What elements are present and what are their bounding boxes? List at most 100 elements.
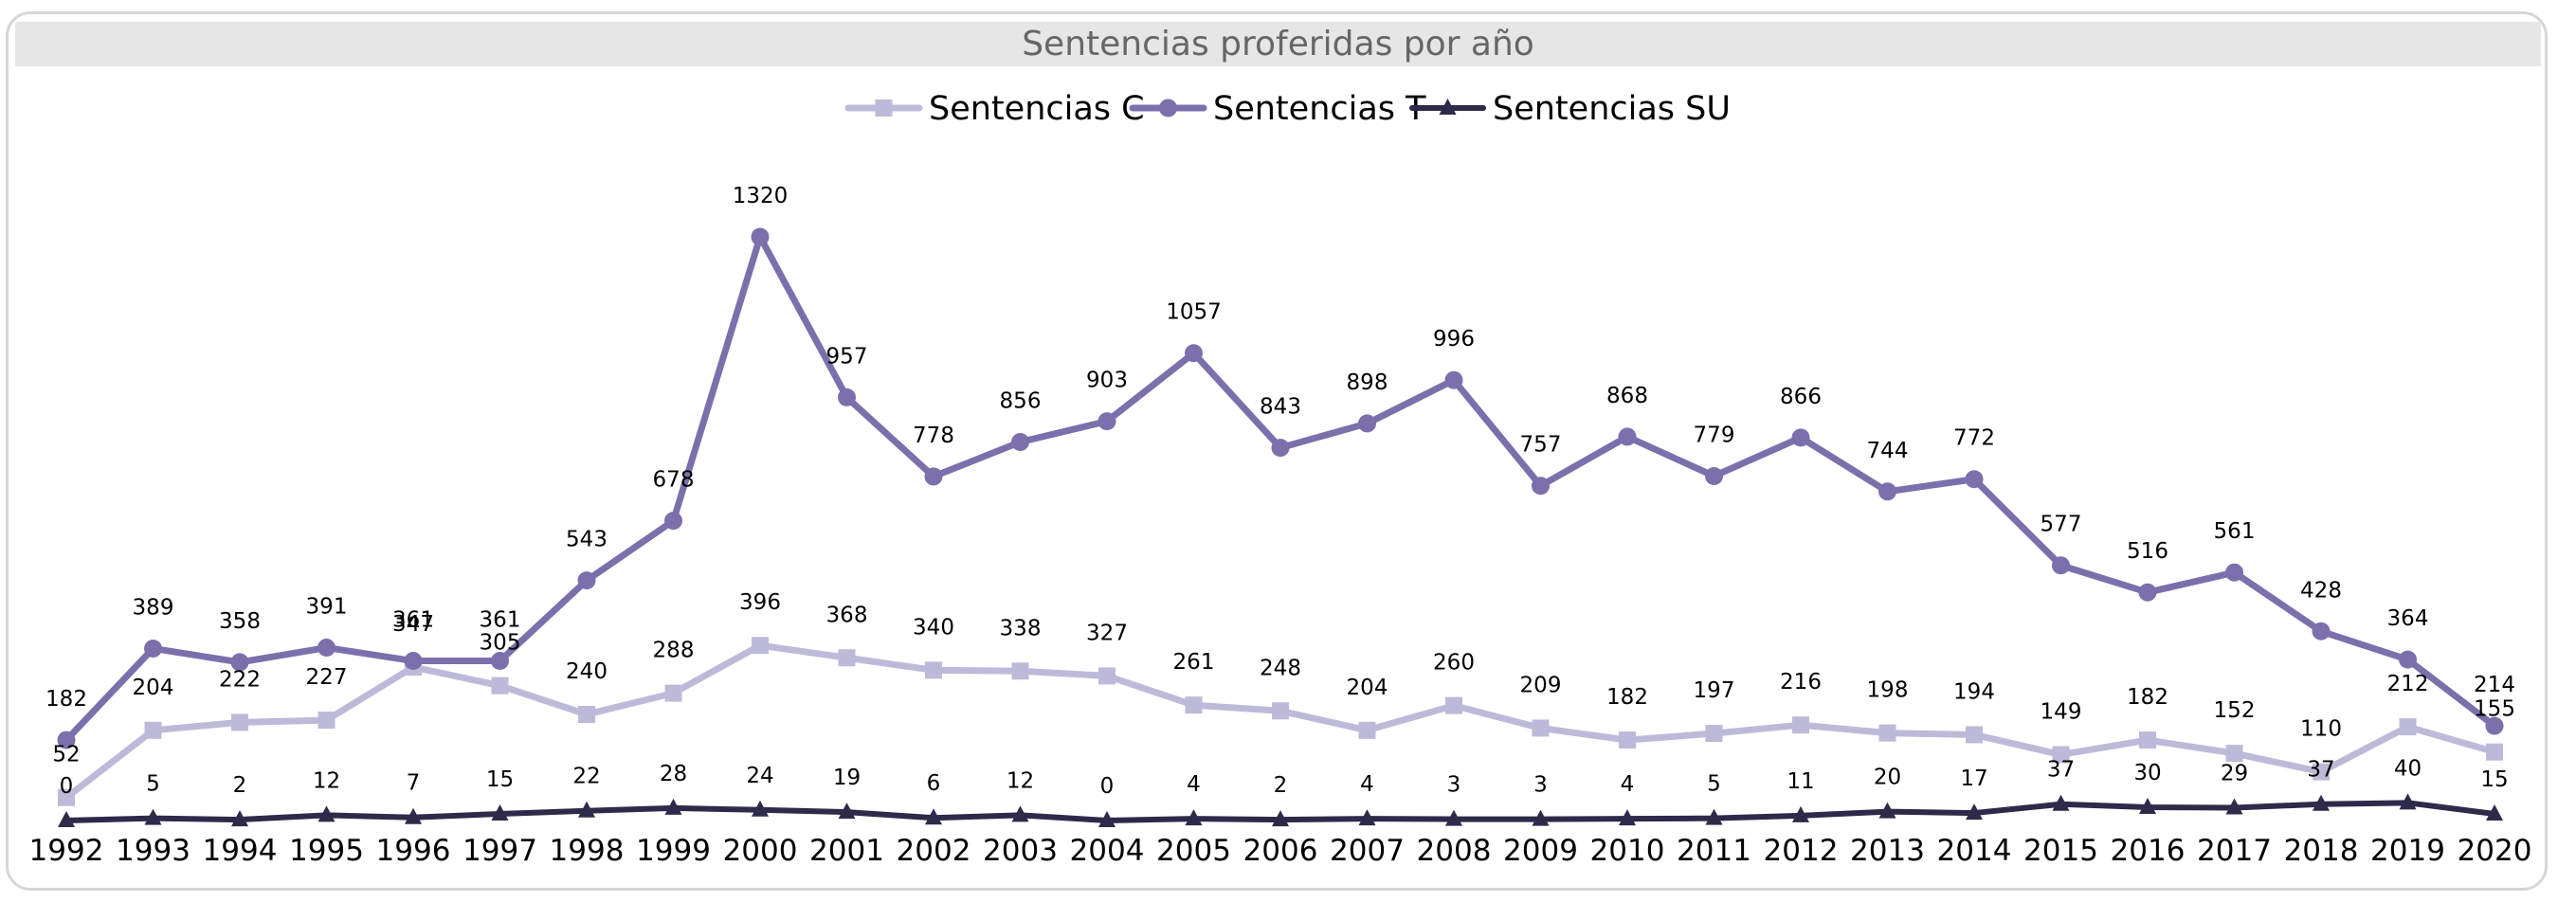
sentencias-su-point [2139, 798, 2156, 814]
sentencias-su-data-label: 6 [927, 771, 941, 796]
sentencias-su-data-label: 0 [1100, 774, 1115, 799]
sentencias-su-point [1619, 809, 1636, 826]
legend-sentencias-t-marker [1159, 99, 1177, 117]
x-tick-label: 2003 [983, 834, 1058, 868]
sentencias-t-data-label: 757 [1520, 433, 1562, 458]
sentencias-su-point [1532, 809, 1550, 826]
sentencias-t-point [57, 731, 76, 749]
sentencias-t-data-label: 996 [1433, 327, 1475, 352]
sentencias-t-point [751, 227, 770, 246]
sentencias-t-data-label: 957 [826, 344, 868, 369]
sentencias-c-data-label: 52 [52, 743, 80, 767]
sentencias-c-data-label: 194 [1953, 679, 1995, 704]
sentencias-c-point [2225, 745, 2243, 763]
series-markers [57, 227, 2504, 827]
sentencias-su-data-label: 7 [407, 771, 421, 796]
sentencias-c-point [1445, 696, 1462, 714]
sentencias-c-point [664, 684, 682, 702]
sentencias-c-data-label: 338 [1000, 616, 1042, 640]
sentencias-c-data-label: 261 [1173, 650, 1215, 675]
sentencias-c-point [925, 661, 942, 679]
sentencias-t-data-label: 778 [913, 424, 954, 448]
sentencias-t-point [2485, 716, 2504, 735]
sentencias-t-point [838, 388, 856, 406]
sentencias-t-point [1705, 466, 1723, 485]
sentencias-c-data-label: 396 [739, 590, 781, 615]
sentencias-t-data-label: 358 [219, 609, 261, 634]
sentencias-su-data-label: 37 [2307, 758, 2334, 783]
sentencias-c-data-label: 222 [219, 667, 261, 692]
sentencias-t-data-label: 866 [1780, 385, 1822, 409]
x-tick-label: 2000 [723, 834, 798, 868]
sentencias-su-data-label: 40 [2394, 756, 2422, 781]
sentencias-t-data-label: 898 [1347, 370, 1388, 395]
sentencias-t-point [2138, 583, 2157, 602]
sentencias-t-data-label: 389 [133, 595, 174, 620]
sentencias-t-point [1791, 428, 1810, 447]
x-tick-label: 2011 [1677, 834, 1751, 868]
sentencias-t-point [1011, 433, 1029, 452]
legend: Sentencias C Sentencias T Sentencias SU [844, 90, 1731, 128]
sentencias-t-data-label: 543 [566, 528, 608, 552]
sentencias-su-data-label: 29 [2221, 761, 2248, 785]
sentencias-c-point [1619, 731, 1636, 749]
sentencias-c-data-label: 347 [392, 612, 434, 637]
x-tick-label: 1994 [203, 834, 278, 868]
sentencias-su-point [1098, 811, 1116, 827]
sentencias-t-point [317, 639, 336, 658]
sentencias-su-data-label: 28 [660, 762, 687, 786]
sentencias-c-point [1098, 667, 1116, 685]
sentencias-t-point [404, 652, 423, 671]
sentencias-t-data-label: 364 [2387, 606, 2429, 631]
sentencias-c-data-label: 227 [306, 665, 348, 690]
sentencias-t-data-label: 361 [392, 608, 434, 633]
sentencias-c-data-label: 260 [1433, 651, 1475, 676]
sentencias-t-data-label: 868 [1606, 384, 1648, 408]
sentencias-t-point [230, 653, 249, 672]
sentencias-c-point [2313, 763, 2330, 781]
sentencias-su-data-label: 20 [1874, 766, 1901, 790]
sentencias-c-data-label: 327 [1086, 621, 1128, 645]
sentencias-su-data-label: 37 [2047, 758, 2075, 783]
x-tick-label: 2002 [897, 834, 971, 868]
sentencias-su-point [578, 801, 595, 818]
sentencias-t-data-label: 561 [2214, 519, 2256, 544]
sentencias-t-data-label: 428 [2300, 578, 2342, 603]
sentencias-c-point [231, 713, 248, 731]
sentencias-c-point [752, 637, 769, 655]
sentencias-su-data-label: 12 [1007, 768, 1034, 793]
sentencias-su-point [838, 803, 856, 820]
sentencias-su-point [317, 805, 336, 822]
sentencias-su-point [752, 800, 769, 817]
x-tick-label: 2012 [1764, 834, 1839, 868]
sentencias-su-point [1011, 805, 1029, 822]
sentencias-c-point [2139, 731, 2156, 749]
sentencias-c-data-label: 288 [653, 639, 695, 663]
sentencias-su-data-label: 15 [2480, 767, 2508, 792]
sentencias-c-data-label: 204 [133, 676, 174, 700]
sentencias-c-point [1011, 662, 1029, 680]
series-lines [63, 233, 2498, 823]
x-tick-label: 2019 [2370, 834, 2445, 868]
legend-sentencias-t-label: Sentencias T [1213, 90, 1426, 128]
x-axis-ticks: 1992 1993 1994 1995 1996 1997 1998 1999 2000 2001… [29, 834, 2532, 868]
sentencias-su-point [1445, 809, 1462, 826]
sentencias-su-point [2313, 794, 2330, 811]
sentencias-su-data-label: 2 [233, 773, 247, 798]
sentencias-su-data-label: 15 [486, 767, 514, 792]
sentencias-t-data-label: 182 [45, 687, 87, 712]
sentencias-c-point [491, 676, 509, 695]
sentencias-su-data-label: 4 [1187, 772, 1201, 797]
x-tick-label: 2004 [1070, 834, 1145, 868]
sentencias-t-point [1185, 344, 1203, 363]
x-tick-label: 2010 [1590, 834, 1665, 868]
sentencias-c-point [1966, 726, 1983, 744]
sentencias-c-point [1532, 719, 1550, 737]
sentencias-t-point [577, 571, 596, 590]
x-tick-label: 1999 [636, 834, 711, 868]
sentencias-su-point [1705, 808, 1723, 825]
sentencias-t-data-label: 391 [306, 595, 348, 620]
sentencias-su-point [144, 808, 162, 825]
sentencias-c-point [1358, 721, 1376, 739]
